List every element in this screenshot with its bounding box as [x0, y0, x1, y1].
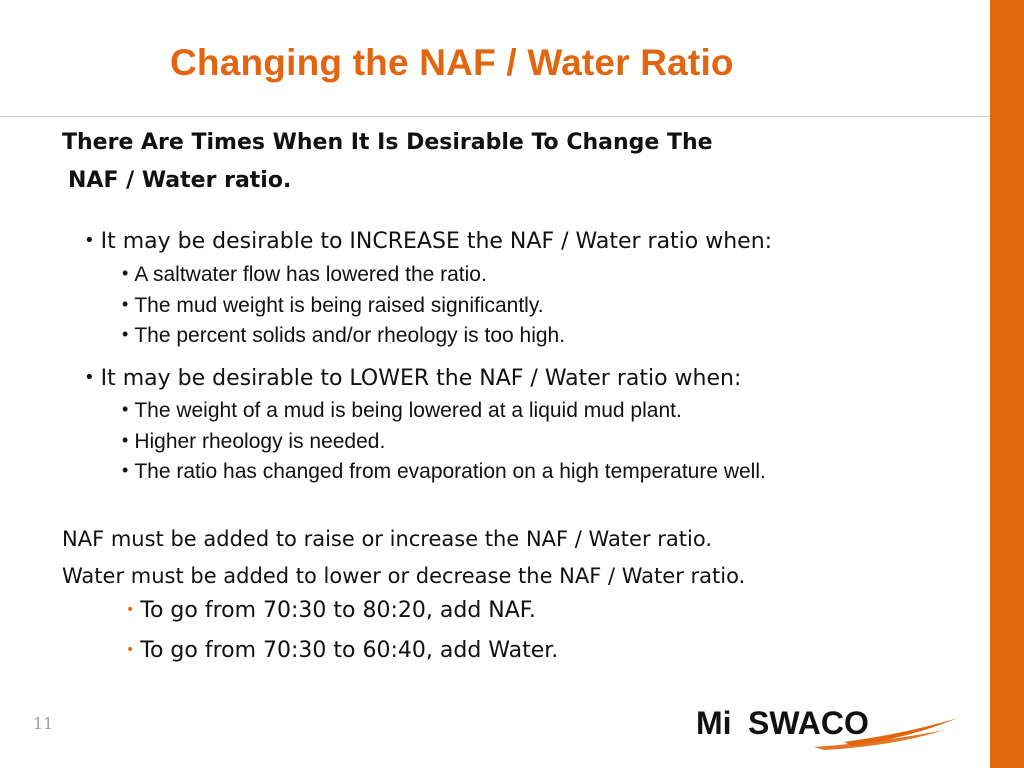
- bullet-icon: •: [84, 230, 95, 251]
- bullet-icon: •: [122, 263, 129, 283]
- bullet-icon: •: [126, 642, 135, 658]
- increase-item-1: • A saltwater flow has lowered the ratio.: [122, 263, 487, 286]
- miswaco-logo: Mi SWACO: [696, 705, 958, 750]
- logo-swaco: SWACO: [748, 705, 869, 741]
- heading-line-1: There Are Times When It Is Desirable To …: [62, 130, 713, 155]
- bullet-icon: •: [122, 294, 129, 314]
- increase-bullet: • It may be desirable to INCREASE the NAF…: [84, 229, 773, 254]
- example-60-40: • To go from 70:30 to 60:40, add Water.: [126, 638, 559, 663]
- lower-item-3: • The ratio has changed from evaporation …: [122, 460, 766, 483]
- logo-swoosh: [844, 718, 958, 746]
- increase-item-3: • The percent solids and/or rheology is t…: [122, 324, 566, 347]
- example-80-20: • To go from 70:30 to 80:20, add NAF.: [126, 598, 536, 623]
- page-number: 11: [33, 714, 54, 733]
- bullet-icon: •: [126, 602, 135, 618]
- slide-heading: There Are Times When It Is Desirable To …: [62, 124, 713, 200]
- logo-swoosh-lower: [814, 730, 944, 750]
- lower-item-1: • The weight of a mud is being lowered at…: [122, 399, 682, 422]
- slide-title: Changing the NAF / Water Ratio: [170, 42, 734, 83]
- heading-line-2: NAF / Water ratio.: [68, 168, 292, 193]
- statement-add-naf: NAF must be added to raise or increase t…: [62, 527, 712, 551]
- lower-item-2: • Higher rheology is needed.: [122, 430, 386, 453]
- bullet-icon: •: [122, 430, 129, 450]
- title-divider: [0, 116, 990, 117]
- right-accent-bar: [990, 0, 1024, 768]
- logo-mi: Mi: [696, 705, 732, 741]
- bullet-icon: •: [122, 460, 129, 480]
- bullet-icon: •: [122, 324, 129, 344]
- lower-bullet: • It may be desirable to LOWER the NAF / …: [84, 366, 742, 391]
- bullet-icon: •: [122, 399, 129, 419]
- bullet-icon: •: [84, 367, 95, 388]
- statement-add-water: Water must be added to lower or decrease…: [62, 564, 746, 588]
- increase-item-2: • The mud weight is being raised signific…: [122, 294, 544, 317]
